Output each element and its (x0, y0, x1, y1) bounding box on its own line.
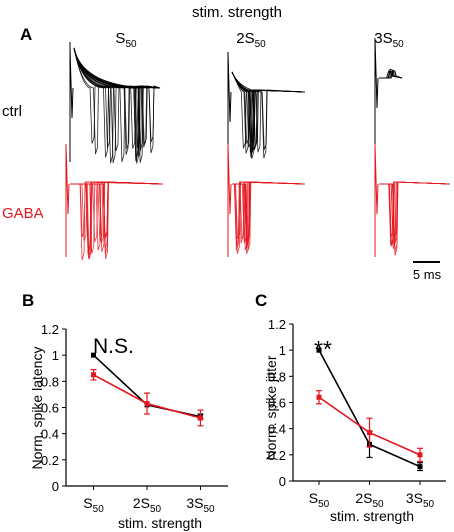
scale-bar-label: 5 ms (413, 267, 442, 282)
panel-c-plot: 0 0.2 0.4 0.6 0.8 1 1.2 S50 2S50 3S50 (268, 317, 446, 510)
ctrl-s50-sweep (73, 47, 161, 148)
gaba-2s50-sweep (232, 181, 306, 244)
ctrl-2s50-sweep (231, 71, 306, 149)
ctrl-s50-sweep (73, 47, 161, 145)
panel-c-x-tick-label: S50 (309, 490, 330, 510)
panel-c-ylabel: Norm. spike jitter (263, 355, 279, 460)
panel-b-data-point (91, 372, 97, 378)
row-label-ctrl: ctrl (2, 103, 22, 120)
panel-b-significance: N.S. (93, 335, 134, 358)
ctrl-2s50-sweep (231, 71, 306, 145)
panel-c-significance: ** (314, 336, 332, 362)
panel-c-x-tick-label: 3S50 (406, 490, 435, 510)
gaba-s50-sweep (70, 181, 164, 255)
panel-b-y-tick-label: 1.2 (41, 322, 59, 337)
panel-b-y-tick-label: 1 (52, 348, 59, 363)
panel-b-letter: B (22, 291, 34, 310)
panel-b-data-point (91, 352, 97, 358)
panel-b-data-point (197, 415, 203, 421)
panel-a-letter: A (20, 25, 32, 44)
panel-c-data-point (417, 452, 423, 458)
panel-b: B N.S. Norm. spike latency stim. strengt… (22, 291, 228, 531)
panel-c-y-tick-label: 0.4 (268, 422, 286, 437)
panel-b-y-tick-label: 0.8 (41, 374, 59, 389)
panel-b-ylabel: Norm. spike latency (29, 347, 45, 470)
panel-b-data-point (144, 401, 150, 407)
scale-bar: 5 ms (413, 261, 442, 282)
ctrl-3s50-sweep (379, 69, 403, 79)
panel-b-xlabel: stim. strength (118, 515, 202, 531)
panel-c: C ** Norm. spike jitter stim. strength 0… (255, 291, 446, 524)
panel-c-data-point (367, 430, 372, 436)
panel-b-y-tick-label: 0.2 (41, 453, 59, 468)
gaba-s50-sweep (70, 181, 164, 238)
ctrl-s50-sweep (73, 47, 161, 155)
panel-b-x-tick-label: S50 (83, 495, 104, 515)
panel-c-xlabel: stim. strength (330, 508, 414, 524)
panel-b-x-tick-label: 3S50 (186, 495, 215, 515)
gaba-s50-sweep (70, 181, 164, 261)
panel-c-y-tick-label: 0.8 (268, 369, 286, 384)
condition-label-s50: S50 (115, 30, 137, 50)
panel-b-plot: 0 0.2 0.4 0.6 0.8 1 1.2 S50 2S50 3S50 (41, 322, 228, 515)
panel-b-y-tick-label: 0.6 (41, 401, 59, 416)
voltage-traces (65, 37, 451, 261)
panel-a-header: stim. strength (192, 4, 282, 21)
ctrl-3s50-sweep (379, 68, 403, 79)
panel-c-letter: C (255, 291, 267, 310)
panel-c-data-point (316, 347, 322, 353)
panel-b-y-tick-label: 0 (52, 479, 59, 494)
ctrl-s50-sweep (73, 47, 161, 163)
condition-label-3s50: 3S50 (374, 30, 404, 50)
panel-c-y-tick-label: 1 (279, 343, 286, 358)
panel-c-y-tick-label: 0.2 (268, 448, 286, 463)
row-label-gaba: GABA (2, 205, 44, 222)
condition-label-2s50: 2S50 (236, 30, 266, 50)
panel-c-y-tick-label: 1.2 (268, 317, 286, 332)
panel-c-data-point (417, 464, 423, 470)
gaba-3s50-sweep (379, 181, 451, 246)
panel-c-y-tick-label: 0 (279, 474, 286, 489)
panel-b-y-tick-label: 0.4 (41, 427, 59, 442)
panel-c-y-tick-label: 0.6 (268, 396, 286, 411)
panel-b-x-tick-label: 2S50 (133, 495, 162, 515)
panel-c-data-point (316, 394, 322, 400)
panel-c-x-tick-label: 2S50 (355, 490, 384, 510)
ctrl-3s50-stim-artifact (374, 37, 379, 109)
panel-a: A stim. strength S50 2S50 3S50 ctrl GABA… (2, 4, 451, 282)
